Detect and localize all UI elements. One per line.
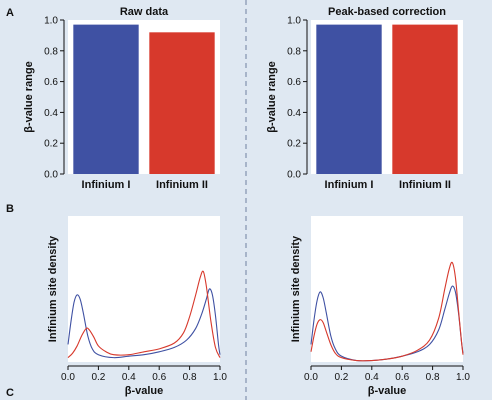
x-tick-label: 0.2 (334, 372, 348, 383)
x-category-label: Infinium II (399, 179, 451, 191)
y-tick-label: 1.0 (44, 16, 58, 27)
bar-infinium-ii (392, 24, 458, 175)
y-axis-label: Infinium site density (47, 235, 59, 342)
x-axis-label: β-value (368, 385, 407, 397)
y-tick-label: 0.0 (287, 170, 301, 181)
panel-label-c: C (6, 387, 14, 399)
bar-infinium-i (73, 24, 139, 175)
bar-infinium-ii (149, 32, 215, 174)
chart-title: Peak-based correction (328, 6, 446, 18)
density-line-series-2 (310, 261, 464, 362)
y-tick-label: 0.4 (44, 108, 58, 119)
y-axis-label: β-value range (23, 61, 35, 133)
x-category-label: Infinium I (325, 179, 374, 191)
x-category-label: Infinium II (156, 179, 208, 191)
y-tick-label: 0.4 (287, 108, 301, 119)
x-tick-label: 0.6 (395, 372, 409, 383)
y-tick-label: 0.8 (287, 46, 301, 57)
x-tick-label: 0.4 (365, 372, 379, 383)
density-line-series-1 (67, 288, 221, 359)
bar-infinium-i (316, 24, 382, 175)
x-axis-label: β-value (125, 385, 164, 397)
y-tick-label: 0.2 (44, 139, 58, 150)
y-tick-label: 0.6 (44, 77, 58, 88)
x-tick-label: 0.8 (183, 372, 197, 383)
charts-layer: Raw data 0.0 0.2 0.4 0.6 0.8 1.0 β-value range I… (23, 6, 470, 397)
y-tick-label: 0.2 (287, 139, 301, 150)
x-tick-label: 1.0 (456, 372, 470, 383)
panel-label-a: A (6, 7, 14, 19)
chart-title: Raw data (120, 6, 169, 18)
density-line-series-2 (67, 270, 221, 359)
y-axis-label: Infinium site density (290, 235, 302, 342)
panel-label-b: B (6, 203, 14, 215)
x-tick-label: 0.0 (304, 372, 318, 383)
y-tick-label: 0.6 (287, 77, 301, 88)
x-tick-label: 0.4 (122, 372, 136, 383)
x-tick-label: 0.0 (61, 372, 75, 383)
x-category-label: Infinium I (82, 179, 131, 191)
x-tick-label: 1.0 (213, 372, 227, 383)
x-tick-label: 0.6 (152, 372, 166, 383)
x-tick-label: 0.2 (91, 372, 105, 383)
y-axis-label: β-value range (266, 61, 278, 133)
y-tick-label: 0.0 (44, 170, 58, 181)
y-tick-label: 0.8 (44, 46, 58, 57)
x-tick-label: 0.8 (426, 372, 440, 383)
y-tick-label: 1.0 (287, 16, 301, 27)
density-plot-area (311, 216, 463, 362)
density-plot-area (68, 216, 220, 362)
